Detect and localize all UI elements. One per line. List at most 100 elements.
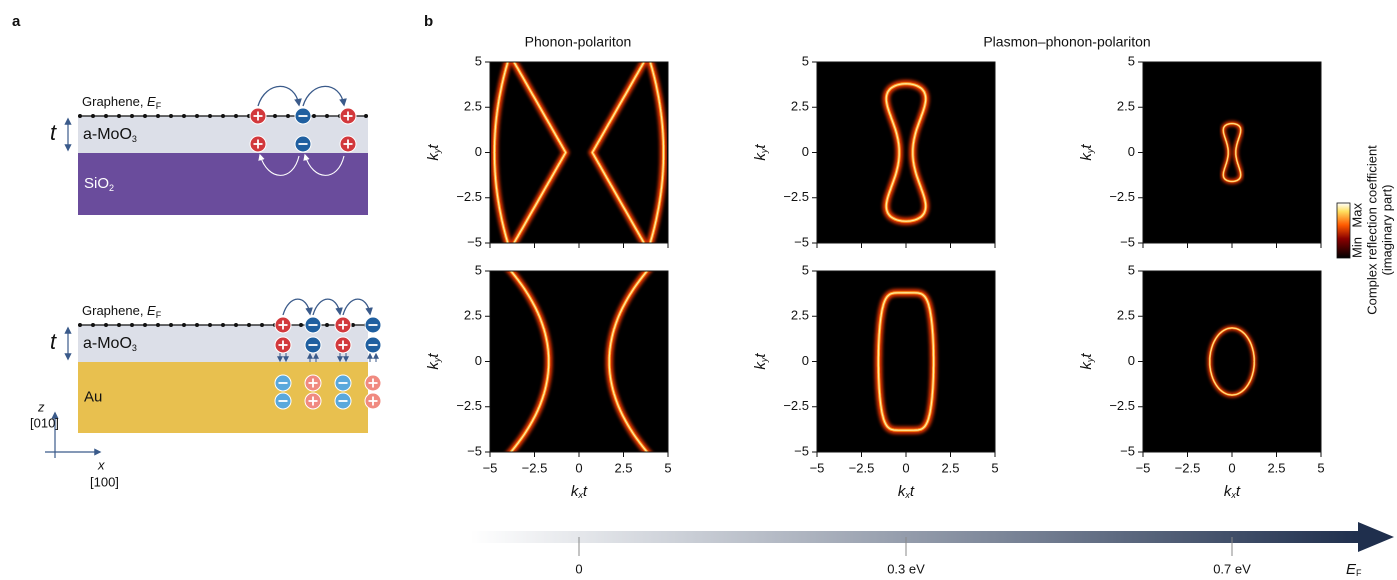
curves bbox=[882, 79, 930, 226]
plot-area bbox=[1143, 271, 1321, 452]
x-tick-label: 5 bbox=[991, 460, 998, 475]
substrate bbox=[78, 362, 368, 433]
y-tick-label: −2.5 bbox=[1109, 398, 1135, 413]
graphene-label-part: Graphene, bbox=[82, 94, 147, 109]
layer-label-part: 3 bbox=[132, 134, 137, 144]
column-title: Phonon-polariton bbox=[525, 34, 632, 50]
substrate-label-part: Au bbox=[84, 388, 102, 405]
y-tick-label: −5 bbox=[1120, 234, 1135, 249]
carbon-atom bbox=[221, 323, 225, 327]
hop-arrow bbox=[258, 153, 300, 176]
carbon-atom bbox=[169, 114, 173, 118]
fermi-level-label: 0.3 eV bbox=[887, 561, 925, 576]
layer-label-part: 3 bbox=[132, 343, 137, 353]
x-axis-label-part: k bbox=[1224, 483, 1233, 500]
carbon-atom bbox=[221, 114, 225, 118]
hop-arrow bbox=[342, 298, 373, 316]
substrate bbox=[78, 153, 368, 215]
hop-arrow bbox=[303, 153, 345, 176]
y-axis-label: kyt bbox=[425, 353, 442, 370]
thickness-label: t bbox=[50, 120, 57, 145]
curves bbox=[1207, 325, 1257, 398]
resonance-core bbox=[877, 292, 935, 431]
hop-arrow bbox=[282, 298, 313, 316]
y-tick-label: −5 bbox=[794, 234, 809, 249]
y-axis-label-part: t bbox=[1078, 353, 1095, 358]
plot-area bbox=[490, 62, 668, 243]
x-tick-label: 2.5 bbox=[614, 460, 632, 475]
panel-label: a bbox=[12, 13, 21, 30]
layer-label-part: a-MoO bbox=[83, 126, 132, 143]
x-axis-label-part: k bbox=[571, 483, 580, 500]
colorbar-subtitle: (imaginary part) bbox=[1379, 184, 1394, 275]
plot-frame bbox=[816, 270, 996, 453]
y-tick-label: −5 bbox=[794, 443, 809, 458]
x-axis-label-part: t bbox=[1236, 483, 1241, 500]
hop-arrow bbox=[312, 298, 343, 316]
y-tick-label: 2.5 bbox=[464, 99, 482, 114]
carbon-atom bbox=[143, 114, 147, 118]
plot-frame bbox=[489, 270, 669, 453]
carbon-atom bbox=[273, 114, 277, 118]
y-tick-label: 0 bbox=[475, 144, 482, 159]
plot-area bbox=[490, 271, 668, 452]
x-axis-label: kxt bbox=[571, 483, 588, 500]
graphene-label-part: Graphene, bbox=[82, 303, 147, 318]
x-axis-label-part: x bbox=[1230, 490, 1236, 500]
plot-frame bbox=[489, 61, 669, 244]
y-tick-label: −5 bbox=[467, 443, 482, 458]
plot-area bbox=[1143, 62, 1321, 243]
resonance-core bbox=[510, 271, 550, 452]
fermi-arrow-body bbox=[470, 531, 1360, 543]
curves bbox=[874, 288, 938, 435]
carbon-atom bbox=[195, 323, 199, 327]
graphene-label-part: E bbox=[147, 94, 156, 109]
carbon-atom bbox=[182, 323, 186, 327]
y-tick-label: 0 bbox=[1128, 353, 1135, 368]
y-axis-label-part: y bbox=[1085, 357, 1095, 363]
y-axis-label: kyt bbox=[425, 144, 442, 161]
curves bbox=[506, 271, 652, 452]
carbon-atom bbox=[325, 323, 329, 327]
y-tick-label: 5 bbox=[1128, 53, 1135, 68]
carbon-atom bbox=[156, 114, 160, 118]
y-tick-label: 2.5 bbox=[464, 308, 482, 323]
carbon-atom bbox=[130, 323, 134, 327]
resonance-core bbox=[591, 62, 645, 243]
resonance-core bbox=[493, 62, 509, 243]
layer-label: a-MoO3 bbox=[83, 126, 137, 144]
y-tick-label: 5 bbox=[802, 53, 809, 68]
x-tick-label: −5 bbox=[483, 460, 498, 475]
y-tick-label: 5 bbox=[475, 53, 482, 68]
x-tick-label: −5 bbox=[810, 460, 825, 475]
graphene-label: Graphene, EF bbox=[82, 94, 162, 111]
carbon-atom bbox=[364, 114, 368, 118]
moo3-layer bbox=[78, 116, 368, 153]
y-tick-label: 2.5 bbox=[791, 99, 809, 114]
y-tick-label: 0 bbox=[475, 353, 482, 368]
y-axis-label-part: t bbox=[425, 144, 442, 149]
heatmap-plot: −5 −2.5 0 2.5 5 kyt bbox=[425, 53, 669, 249]
y-axis-label-part: k bbox=[752, 361, 769, 370]
substrate-label-part: 2 bbox=[109, 183, 114, 193]
x-axis-label-part: x bbox=[577, 490, 583, 500]
y-axis-label-part: t bbox=[752, 144, 769, 149]
x-axis-label: kxt bbox=[1224, 483, 1241, 500]
y-tick-label: −2.5 bbox=[1109, 189, 1135, 204]
x-tick-label: 2.5 bbox=[1267, 460, 1285, 475]
y-axis-label-part: k bbox=[1078, 361, 1095, 370]
x-axis-label-part: k bbox=[898, 483, 907, 500]
carbon-atom bbox=[104, 323, 108, 327]
panel-b: b Phonon-polariton Plasmon–phonon-polarito… bbox=[424, 13, 1394, 578]
y-tick-label: −5 bbox=[467, 234, 482, 249]
y-tick-label: 2.5 bbox=[791, 308, 809, 323]
y-axis-label-part: k bbox=[425, 361, 442, 370]
carbon-atom bbox=[78, 323, 82, 327]
carbon-atom bbox=[91, 114, 95, 118]
plot-area bbox=[817, 62, 995, 243]
x-tick-label: 0 bbox=[902, 460, 909, 475]
resonance-core bbox=[608, 271, 648, 452]
